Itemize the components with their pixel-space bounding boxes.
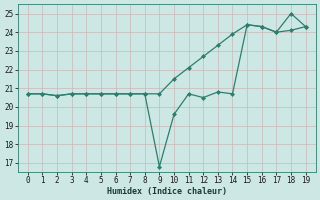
X-axis label: Humidex (Indice chaleur): Humidex (Indice chaleur) xyxy=(107,187,227,196)
